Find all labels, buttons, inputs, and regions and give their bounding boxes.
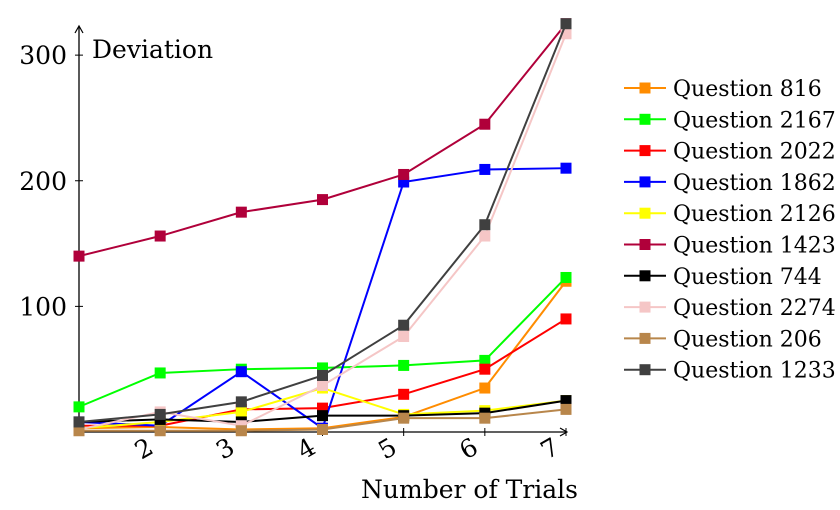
series-layer bbox=[73, 18, 572, 437]
x-tick-label: 5 bbox=[373, 432, 401, 465]
data-point bbox=[235, 406, 247, 418]
series-8 bbox=[73, 403, 572, 437]
data-point bbox=[479, 382, 491, 394]
legend-swatch-marker bbox=[639, 82, 651, 94]
data-point bbox=[560, 403, 572, 415]
y-axis-label: Deviation bbox=[92, 35, 213, 64]
legend-label: Question 2022 bbox=[673, 140, 836, 165]
data-point bbox=[560, 271, 572, 283]
y-ticks: 100 200 300 bbox=[19, 41, 83, 321]
legend-swatch-marker bbox=[639, 113, 651, 125]
data-point bbox=[317, 380, 328, 392]
y-tick-label: 300 bbox=[19, 41, 67, 70]
data-point bbox=[73, 425, 85, 437]
legend-swatch-marker bbox=[639, 176, 651, 188]
data-point bbox=[398, 412, 410, 424]
legend-swatch-marker bbox=[639, 301, 651, 313]
data-point bbox=[154, 367, 166, 379]
legend-swatch-marker bbox=[639, 332, 651, 344]
data-point bbox=[398, 359, 410, 371]
legend-label: Question 2274 bbox=[673, 296, 836, 321]
data-point bbox=[479, 163, 491, 175]
data-point bbox=[398, 319, 410, 331]
data-point bbox=[560, 395, 572, 407]
data-point bbox=[560, 162, 572, 174]
data-point bbox=[479, 363, 491, 375]
data-point bbox=[479, 354, 491, 366]
legend-item: Question 206 bbox=[624, 327, 822, 352]
legend-swatch-marker bbox=[639, 239, 651, 250]
y-axis-arrow bbox=[74, 24, 84, 34]
legend-swatch-marker bbox=[639, 270, 651, 282]
legend-item: Question 1862 bbox=[624, 171, 836, 196]
legend-item: Question 1423 bbox=[624, 234, 836, 259]
data-point bbox=[73, 401, 85, 413]
legend-item: Question 2167 bbox=[624, 108, 836, 133]
data-point bbox=[235, 396, 247, 408]
legend-item: Question 2126 bbox=[624, 202, 836, 227]
legend-swatch-marker bbox=[639, 145, 651, 157]
legend-label: Question 1862 bbox=[673, 171, 836, 196]
data-point bbox=[73, 250, 85, 262]
x-tick-label: 4 bbox=[292, 432, 320, 465]
legend-swatch-marker bbox=[639, 364, 651, 376]
legend-label: Question 1233 bbox=[673, 359, 836, 384]
data-point bbox=[560, 18, 572, 30]
x-tick-label: 3 bbox=[211, 432, 239, 465]
data-point bbox=[317, 362, 328, 374]
series-line bbox=[78, 23, 567, 423]
legend-label: Question 816 bbox=[673, 77, 822, 102]
data-point bbox=[235, 366, 247, 378]
data-point bbox=[479, 219, 491, 231]
legend-item: Question 816 bbox=[624, 77, 822, 102]
data-point bbox=[154, 425, 166, 437]
legend-item: Question 2274 bbox=[624, 296, 836, 321]
x-tick-label: 7 bbox=[536, 432, 564, 465]
x-ticks: 2 3 4 5 6 7 bbox=[130, 428, 567, 465]
legend-swatch-marker bbox=[639, 207, 651, 219]
legend-item: Question 744 bbox=[624, 265, 822, 290]
data-point bbox=[154, 230, 166, 242]
legend-item: Question 2022 bbox=[624, 140, 836, 165]
data-point bbox=[235, 425, 247, 437]
data-point bbox=[479, 118, 491, 130]
data-point bbox=[398, 331, 410, 343]
data-point bbox=[398, 388, 410, 400]
data-point bbox=[73, 416, 85, 428]
legend: Question 816 Question 2167 Question 2022 Qu… bbox=[624, 77, 836, 384]
data-point bbox=[398, 176, 410, 188]
data-point bbox=[479, 230, 491, 242]
x-tick-label: 2 bbox=[130, 432, 158, 465]
data-point bbox=[317, 369, 328, 381]
data-point bbox=[154, 408, 166, 420]
legend-label: Question 2126 bbox=[673, 202, 836, 227]
data-point bbox=[317, 402, 328, 414]
legend-label: Question 1423 bbox=[673, 234, 836, 259]
legend-label: Question 206 bbox=[673, 327, 822, 352]
x-axis-arrow bbox=[559, 427, 569, 437]
data-point bbox=[317, 423, 328, 435]
y-tick-label: 100 bbox=[19, 292, 67, 321]
data-point bbox=[479, 412, 491, 424]
legend-label: Question 744 bbox=[673, 265, 822, 290]
x-axis-label: Number of Trials bbox=[361, 475, 578, 504]
legend-label: Question 2167 bbox=[673, 108, 836, 133]
y-tick-label: 200 bbox=[19, 167, 67, 196]
data-point bbox=[317, 194, 328, 206]
data-point bbox=[560, 28, 572, 40]
data-point bbox=[398, 168, 410, 180]
data-point bbox=[317, 410, 328, 422]
data-point bbox=[235, 206, 247, 218]
legend-item: Question 1233 bbox=[624, 359, 836, 384]
x-tick-label: 6 bbox=[454, 432, 482, 465]
data-point bbox=[560, 313, 572, 325]
series-9 bbox=[73, 18, 572, 428]
